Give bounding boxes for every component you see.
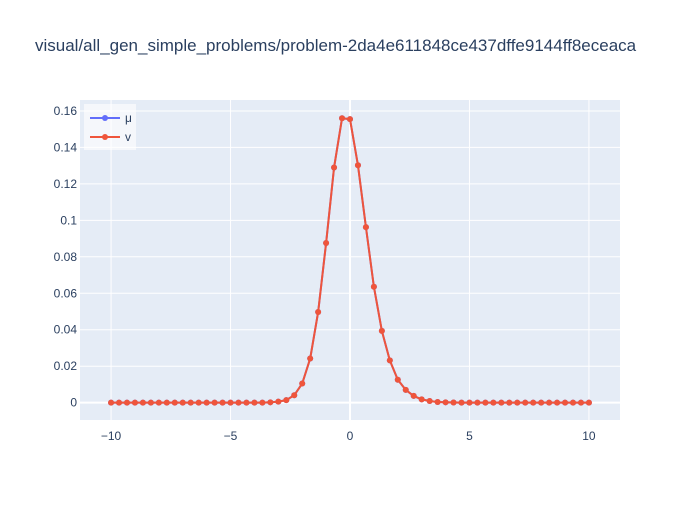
series-2-point xyxy=(394,376,401,383)
series-2-point xyxy=(482,399,489,406)
series-2-point xyxy=(514,399,521,406)
series-2-point xyxy=(339,115,346,122)
series-2-point xyxy=(347,116,353,123)
series-2-point xyxy=(418,396,425,403)
series-2-point xyxy=(450,399,457,406)
legend-label: v xyxy=(125,130,131,144)
series-2-point xyxy=(147,399,154,406)
series-2-point xyxy=(530,399,537,406)
y-tick-label: 0.12 xyxy=(54,177,78,191)
x-tick-label: 5 xyxy=(466,429,473,443)
y-tick-label: 0.16 xyxy=(54,104,78,118)
series-2-point xyxy=(227,399,234,406)
y-tick-label: 0.06 xyxy=(54,286,78,300)
series-2-point xyxy=(570,399,577,406)
series-2-point xyxy=(211,399,218,406)
series-2-point xyxy=(490,399,497,406)
series-2-point xyxy=(139,399,146,406)
series-2-point xyxy=(307,355,314,362)
y-tick-label: 0.02 xyxy=(54,359,78,373)
legend: μv xyxy=(84,104,136,150)
series-2-point xyxy=(554,399,561,406)
series-2-point xyxy=(171,399,178,406)
series-2-point xyxy=(354,162,361,169)
series-2-point xyxy=(546,399,553,406)
series-2-point xyxy=(235,399,242,406)
series-2-point xyxy=(323,239,330,246)
series-2-point xyxy=(187,399,194,406)
series-2-point xyxy=(179,399,186,406)
y-tick-label: 0.04 xyxy=(54,323,78,337)
series-2-point xyxy=(442,399,449,406)
y-tick-label: 0.08 xyxy=(54,250,78,264)
series-2-point xyxy=(251,399,258,406)
y-tick-label: 0 xyxy=(70,396,77,410)
plot-area: −10 −5 0 5 10 0 0.02 0.04 0.06 0.08 0.1 0.12 0.14 0.1… xyxy=(54,100,620,443)
series-2-point xyxy=(299,380,306,387)
series-2-point xyxy=(498,399,505,406)
series-2-point xyxy=(410,392,417,399)
series-2-point xyxy=(315,309,322,316)
legend-swatch-marker xyxy=(102,115,108,121)
legend-box xyxy=(84,104,136,150)
series-2-point xyxy=(386,357,393,364)
series-2-point xyxy=(378,327,385,334)
series-2-point xyxy=(259,399,266,406)
y-tick-label: 0.1 xyxy=(60,213,77,227)
series-2-point xyxy=(203,399,210,406)
series-2-point xyxy=(155,399,162,406)
series-2-point xyxy=(108,399,115,406)
series-2-point xyxy=(116,399,123,406)
series-2-point xyxy=(195,399,202,406)
series-2-point xyxy=(538,399,545,406)
x-tick-label: −10 xyxy=(101,429,122,443)
series-2-point xyxy=(474,399,481,406)
series-2-point xyxy=(434,398,441,405)
x-tick-label: 10 xyxy=(582,429,596,443)
series-2-point xyxy=(283,397,290,404)
series-2-point xyxy=(331,164,338,171)
y-tick-label: 0.14 xyxy=(54,140,78,154)
chart-title: visual/all_gen_simple_problems/problem-2… xyxy=(35,36,637,55)
series-2-point xyxy=(370,283,377,290)
series-2-point xyxy=(522,399,529,406)
series-2-point xyxy=(275,398,282,405)
series-2-point xyxy=(577,399,584,406)
legend-label: μ xyxy=(125,111,132,125)
series-2-point xyxy=(562,399,569,406)
series-2-point xyxy=(458,399,465,406)
series-2-point xyxy=(123,399,130,406)
series-2-point xyxy=(267,399,274,406)
series-2-point xyxy=(402,386,409,393)
series-2-point xyxy=(362,224,369,231)
series-2-point xyxy=(426,398,433,405)
legend-swatch-marker xyxy=(102,134,108,140)
series-2-point xyxy=(585,399,592,406)
x-tick-label: 0 xyxy=(347,429,354,443)
series-2-point xyxy=(131,399,138,406)
series-2-point xyxy=(219,399,226,406)
series-2-point xyxy=(466,399,473,406)
series-2-point xyxy=(506,399,513,406)
series-2-point xyxy=(163,399,170,406)
x-tick-label: −5 xyxy=(224,429,238,443)
series-2-point xyxy=(291,392,298,399)
series-2-point xyxy=(243,399,250,406)
